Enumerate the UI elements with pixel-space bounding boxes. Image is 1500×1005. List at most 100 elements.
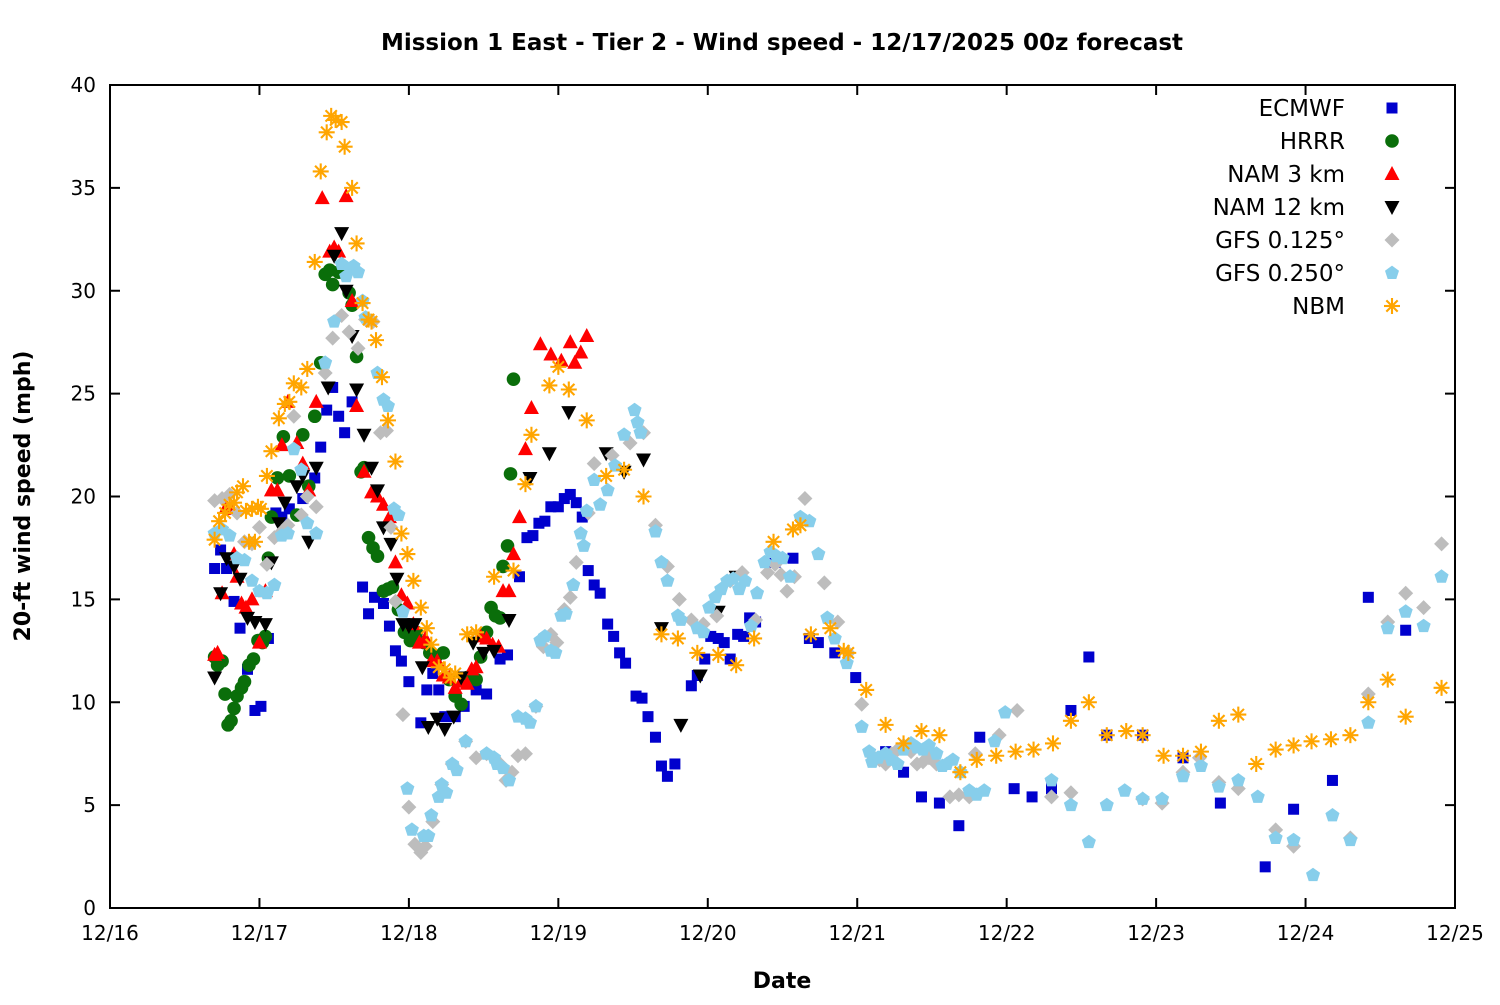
marker-asterisk	[1192, 743, 1209, 760]
marker-asterisk	[560, 381, 577, 398]
marker-pentagon	[496, 760, 511, 775]
marker-asterisk	[541, 377, 558, 394]
marker-asterisk	[1433, 679, 1450, 696]
marker-square	[527, 530, 539, 542]
marker-pentagon	[890, 756, 905, 770]
marker-pentagon	[593, 497, 608, 511]
marker-square	[533, 517, 545, 529]
marker-triangle-up	[532, 336, 548, 351]
marker-square	[1386, 102, 1398, 114]
marker-square	[470, 684, 482, 696]
marker-diamond	[317, 365, 333, 381]
marker-asterisk	[344, 179, 361, 196]
marker-circle	[227, 701, 241, 716]
x-tick-label: 12/23	[1127, 921, 1185, 945]
marker-triangle-up	[459, 675, 475, 690]
marker-square	[669, 758, 681, 770]
marker-square	[1046, 783, 1057, 795]
marker-asterisk	[931, 727, 948, 744]
marker-asterisk	[1044, 735, 1061, 752]
marker-triangle-up	[381, 509, 397, 524]
marker-square	[333, 410, 345, 422]
marker-pentagon	[600, 482, 615, 497]
marker-asterisk	[840, 644, 857, 661]
marker-asterisk	[226, 494, 243, 511]
marker-asterisk	[387, 453, 404, 470]
marker-pentagon	[633, 425, 648, 439]
marker-square	[339, 427, 351, 439]
marker-square	[502, 649, 514, 661]
marker-diamond	[1044, 789, 1059, 805]
legend-item-nam-3-km: NAM 3 km	[1227, 162, 1400, 188]
marker-triangle-up	[338, 188, 354, 203]
marker-asterisk	[430, 659, 447, 676]
marker-pentagon	[318, 355, 333, 369]
x-tick-label: 12/21	[828, 921, 886, 945]
marker-pentagon	[1211, 779, 1226, 793]
marker-asterisk	[802, 626, 819, 643]
marker-circle	[224, 713, 238, 728]
y-tick-label: 15	[71, 587, 96, 611]
marker-square	[215, 544, 227, 556]
marker-triangle-up	[579, 328, 595, 343]
marker-circle	[1385, 134, 1399, 148]
marker-square	[898, 766, 910, 778]
legend-item-ecmwf: ECMWF	[1259, 96, 1398, 122]
marker-asterisk	[635, 488, 652, 505]
marker-triangle-up	[269, 482, 285, 497]
x-tick-label: 12/18	[380, 921, 438, 945]
marker-pentagon	[945, 752, 960, 766]
marker-pentagon	[617, 427, 632, 441]
marker-triangle-up	[274, 437, 290, 452]
legend-label: GFS 0.250°	[1215, 261, 1345, 287]
marker-diamond	[299, 489, 315, 504]
marker-asterisk	[550, 358, 567, 375]
marker-asterisk	[258, 467, 275, 484]
marker-circle	[325, 277, 340, 292]
marker-square	[439, 711, 451, 723]
marker-diamond	[383, 519, 399, 535]
marker-pentagon	[1044, 773, 1059, 787]
marker-square	[249, 704, 261, 716]
marker-square	[787, 552, 799, 564]
marker-triangle-down	[271, 517, 287, 532]
marker-diamond	[671, 591, 687, 607]
marker-asterisk	[952, 764, 969, 781]
marker-triangle-up	[349, 397, 365, 412]
marker-diamond	[1434, 536, 1450, 552]
marker-pentagon	[395, 604, 410, 618]
marker-square	[655, 760, 667, 772]
marker-pentagon	[648, 524, 663, 538]
marker-circle	[218, 687, 232, 701]
marker-asterisk	[336, 138, 353, 155]
marker-triangle-down	[389, 572, 405, 587]
marker-pentagon	[1135, 791, 1150, 805]
marker-pentagon	[244, 573, 259, 587]
marker-triangle-down	[349, 383, 365, 398]
marker-square	[228, 595, 240, 607]
marker-square	[1214, 797, 1226, 809]
marker-square	[685, 680, 697, 692]
marker-pentagon	[1231, 773, 1246, 787]
marker-circle	[503, 467, 518, 481]
marker-triangle-down	[308, 461, 324, 476]
marker-pentagon	[502, 773, 517, 787]
marker-square	[545, 501, 557, 513]
marker-square	[732, 628, 744, 640]
marker-asterisk	[913, 723, 930, 740]
marker-triangle-down	[476, 646, 492, 661]
marker-asterisk	[988, 747, 1005, 764]
marker-square	[829, 647, 841, 659]
marker-square	[953, 820, 965, 832]
series-nbm	[206, 107, 1450, 781]
marker-triangle-down	[289, 480, 305, 495]
marker-asterisk	[1248, 755, 1265, 772]
marker-square	[699, 653, 711, 665]
marker-pentagon	[528, 699, 543, 713]
marker-triangle-up	[562, 334, 578, 349]
marker-triangle-down	[364, 461, 380, 476]
marker-pentagon	[921, 738, 936, 752]
marker-triangle-down	[414, 661, 430, 676]
